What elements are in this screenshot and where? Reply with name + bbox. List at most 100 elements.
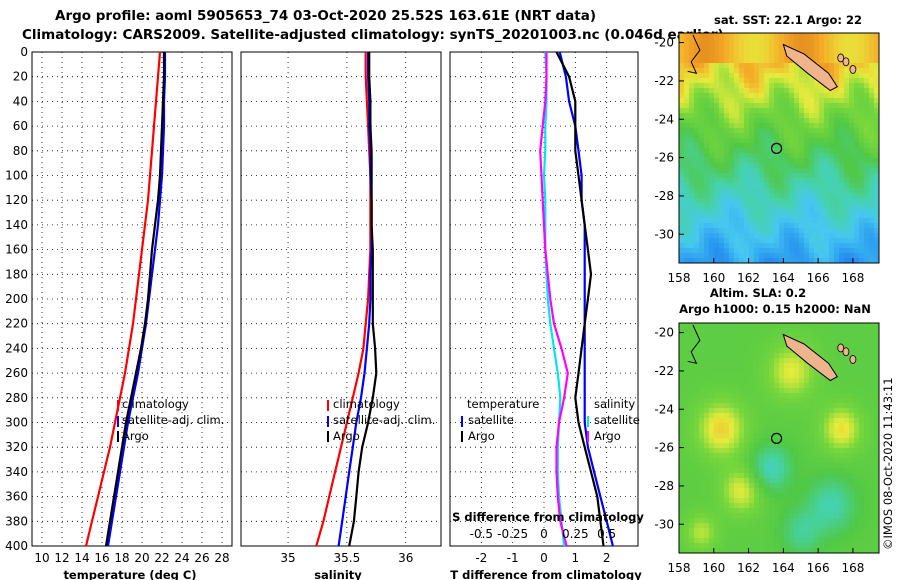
- map-cell: [704, 68, 710, 74]
- map-cell: [684, 468, 690, 474]
- map-cell: [804, 323, 810, 329]
- map-cell: [869, 413, 875, 419]
- map-cell: [864, 548, 870, 553]
- map-cell: [844, 323, 850, 329]
- map-cell: [704, 513, 710, 519]
- map-cell: [729, 483, 735, 489]
- map-cell: [789, 513, 795, 519]
- map-cell: [759, 543, 765, 549]
- map-cell: [759, 258, 765, 263]
- map-cell: [679, 123, 685, 129]
- map-cell: [829, 38, 835, 44]
- map-cell: [709, 48, 715, 54]
- map-cell: [869, 473, 875, 479]
- map-cell: [699, 343, 705, 349]
- map-cell: [839, 393, 845, 399]
- map-cell: [704, 238, 710, 244]
- map-cell: [799, 98, 805, 104]
- map-cell: [754, 173, 760, 179]
- map-cell: [774, 213, 780, 219]
- map-cell: [704, 543, 710, 549]
- map-cell: [809, 453, 815, 459]
- map-cell: [689, 118, 695, 124]
- map-cell: [799, 38, 805, 44]
- map-cell: [864, 388, 870, 394]
- map-cell: [734, 453, 740, 459]
- map-cell: [844, 338, 850, 344]
- map-cell: [819, 538, 825, 544]
- map-cell: [764, 158, 770, 164]
- map-cell: [729, 333, 735, 339]
- map-cell: [839, 213, 845, 219]
- map-cell: [829, 478, 835, 484]
- map-cell: [809, 258, 815, 263]
- map-cell: [814, 113, 820, 119]
- map-cell: [839, 188, 845, 194]
- map-cell: [754, 488, 760, 494]
- map-cell: [744, 83, 750, 89]
- map-cell: [794, 548, 800, 553]
- map-cell: [754, 83, 760, 89]
- map-cell: [719, 368, 725, 374]
- map-cell: [694, 173, 700, 179]
- map-cell: [754, 548, 760, 553]
- map-cell: [779, 523, 785, 529]
- map-cell: [784, 248, 790, 254]
- map-cell: [679, 343, 685, 349]
- map-cell: [799, 398, 805, 404]
- map-cell: [859, 148, 865, 154]
- map-cell: [764, 528, 770, 534]
- map-cell: [789, 113, 795, 119]
- map-cell: [724, 73, 730, 79]
- map-cell: [754, 398, 760, 404]
- map-cell: [874, 223, 879, 229]
- map-cell: [849, 398, 855, 404]
- map-cell: [704, 418, 710, 424]
- map-cell: [749, 163, 755, 169]
- map-cell: [839, 483, 845, 489]
- map-cell: [759, 38, 765, 44]
- map-cell: [869, 433, 875, 439]
- map-cell: [789, 58, 795, 64]
- map-cell: [684, 248, 690, 254]
- map-cell: [794, 358, 800, 364]
- map-cell: [844, 73, 850, 79]
- map-cell: [719, 333, 725, 339]
- map-cell: [769, 363, 775, 369]
- map-cell: [679, 493, 685, 499]
- map-cell: [739, 38, 745, 44]
- map-cell: [764, 493, 770, 499]
- map-cell: [794, 433, 800, 439]
- map-cell: [784, 203, 790, 209]
- map-cell: [829, 403, 835, 409]
- map-cell: [744, 243, 750, 249]
- map-cell: [749, 193, 755, 199]
- map-cell: [774, 63, 780, 69]
- map-cell: [734, 188, 740, 194]
- map-cell: [714, 123, 720, 129]
- map-cell: [859, 208, 865, 214]
- map-cell: [804, 143, 810, 149]
- map-cell: [829, 193, 835, 199]
- map-cell: [714, 343, 720, 349]
- map-cell: [774, 178, 780, 184]
- map-cell: [679, 233, 685, 239]
- series-argo: [348, 52, 378, 547]
- map-cell: [834, 518, 840, 524]
- map-cell: [699, 498, 705, 504]
- map-cell: [839, 363, 845, 369]
- map-cell: [689, 188, 695, 194]
- map-cell: [754, 328, 760, 334]
- map-cell: [724, 118, 730, 124]
- map-cell: [734, 448, 740, 454]
- map-cell: [784, 523, 790, 529]
- map-cell: [819, 428, 825, 434]
- map-cell: [839, 208, 845, 214]
- map-cell: [819, 218, 825, 224]
- map-cell: [694, 213, 700, 219]
- map-cell: [829, 53, 835, 59]
- map-cell: [724, 93, 730, 99]
- map-cell: [739, 408, 745, 414]
- map-cell: [764, 343, 770, 349]
- map-cell: [779, 208, 785, 214]
